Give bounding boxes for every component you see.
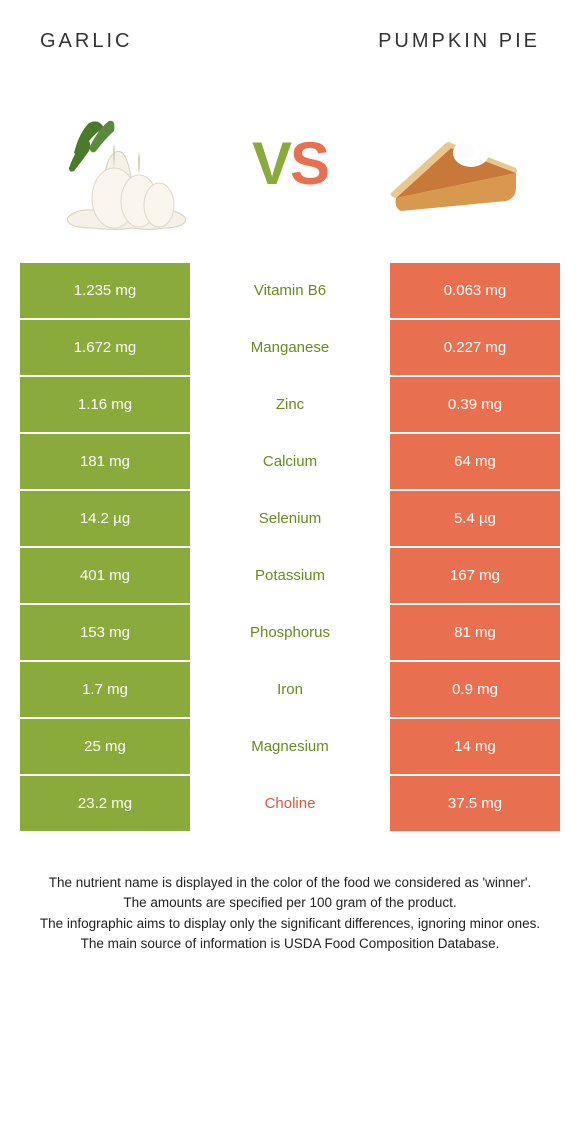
footnote-4: The main source of information is USDA F… [30, 934, 550, 954]
vs-label: VS [252, 129, 328, 198]
nutrient-left-value: 1.7 mg [20, 662, 190, 717]
nutrient-right-value: 0.063 mg [390, 263, 560, 318]
garlic-image [54, 93, 204, 233]
nutrient-right-value: 37.5 mg [390, 776, 560, 831]
left-food-title: GARLIC [40, 30, 132, 53]
nutrient-right-value: 14 mg [390, 719, 560, 774]
footnotes: The nutrient name is displayed in the co… [0, 833, 580, 974]
nutrient-row: 1.7 mgIron0.9 mg [20, 662, 560, 717]
nutrient-right-value: 5.4 µg [390, 491, 560, 546]
nutrient-right-value: 81 mg [390, 605, 560, 660]
nutrient-name: Zinc [190, 377, 390, 432]
nutrient-row: 23.2 mgCholine37.5 mg [20, 776, 560, 831]
nutrient-left-value: 23.2 mg [20, 776, 190, 831]
header: GARLIC PUMPKIN PIE [0, 0, 580, 73]
nutrient-name: Vitamin B6 [190, 263, 390, 318]
nutrient-left-value: 14.2 µg [20, 491, 190, 546]
images-row: VS [0, 73, 580, 263]
footnote-2: The amounts are specified per 100 gram o… [30, 893, 550, 913]
right-food-title: PUMPKIN PIE [378, 30, 540, 53]
pumpkin-pie-image [376, 93, 526, 233]
nutrient-right-value: 0.227 mg [390, 320, 560, 375]
nutrient-left-value: 181 mg [20, 434, 190, 489]
footnote-1: The nutrient name is displayed in the co… [30, 873, 550, 893]
nutrient-name: Iron [190, 662, 390, 717]
vs-s: S [290, 130, 328, 197]
nutrient-name: Potassium [190, 548, 390, 603]
nutrient-table: 1.235 mgVitamin B60.063 mg1.672 mgMangan… [0, 263, 580, 833]
nutrient-row: 1.16 mgZinc0.39 mg [20, 377, 560, 432]
nutrient-row: 401 mgPotassium167 mg [20, 548, 560, 603]
nutrient-name: Selenium [190, 491, 390, 546]
footnote-3: The infographic aims to display only the… [30, 914, 550, 934]
nutrient-name: Manganese [190, 320, 390, 375]
nutrient-left-value: 1.235 mg [20, 263, 190, 318]
nutrient-name: Magnesium [190, 719, 390, 774]
vs-v: V [252, 130, 290, 197]
nutrient-left-value: 25 mg [20, 719, 190, 774]
nutrient-left-value: 153 mg [20, 605, 190, 660]
nutrient-row: 181 mgCalcium64 mg [20, 434, 560, 489]
nutrient-right-value: 167 mg [390, 548, 560, 603]
nutrient-right-value: 0.9 mg [390, 662, 560, 717]
nutrient-left-value: 1.672 mg [20, 320, 190, 375]
nutrient-right-value: 64 mg [390, 434, 560, 489]
nutrient-left-value: 401 mg [20, 548, 190, 603]
nutrient-right-value: 0.39 mg [390, 377, 560, 432]
nutrient-left-value: 1.16 mg [20, 377, 190, 432]
nutrient-row: 14.2 µgSelenium5.4 µg [20, 491, 560, 546]
nutrient-row: 25 mgMagnesium14 mg [20, 719, 560, 774]
nutrient-name: Choline [190, 776, 390, 831]
nutrient-row: 1.672 mgManganese0.227 mg [20, 320, 560, 375]
nutrient-row: 153 mgPhosphorus81 mg [20, 605, 560, 660]
nutrient-row: 1.235 mgVitamin B60.063 mg [20, 263, 560, 318]
nutrient-name: Phosphorus [190, 605, 390, 660]
nutrient-name: Calcium [190, 434, 390, 489]
